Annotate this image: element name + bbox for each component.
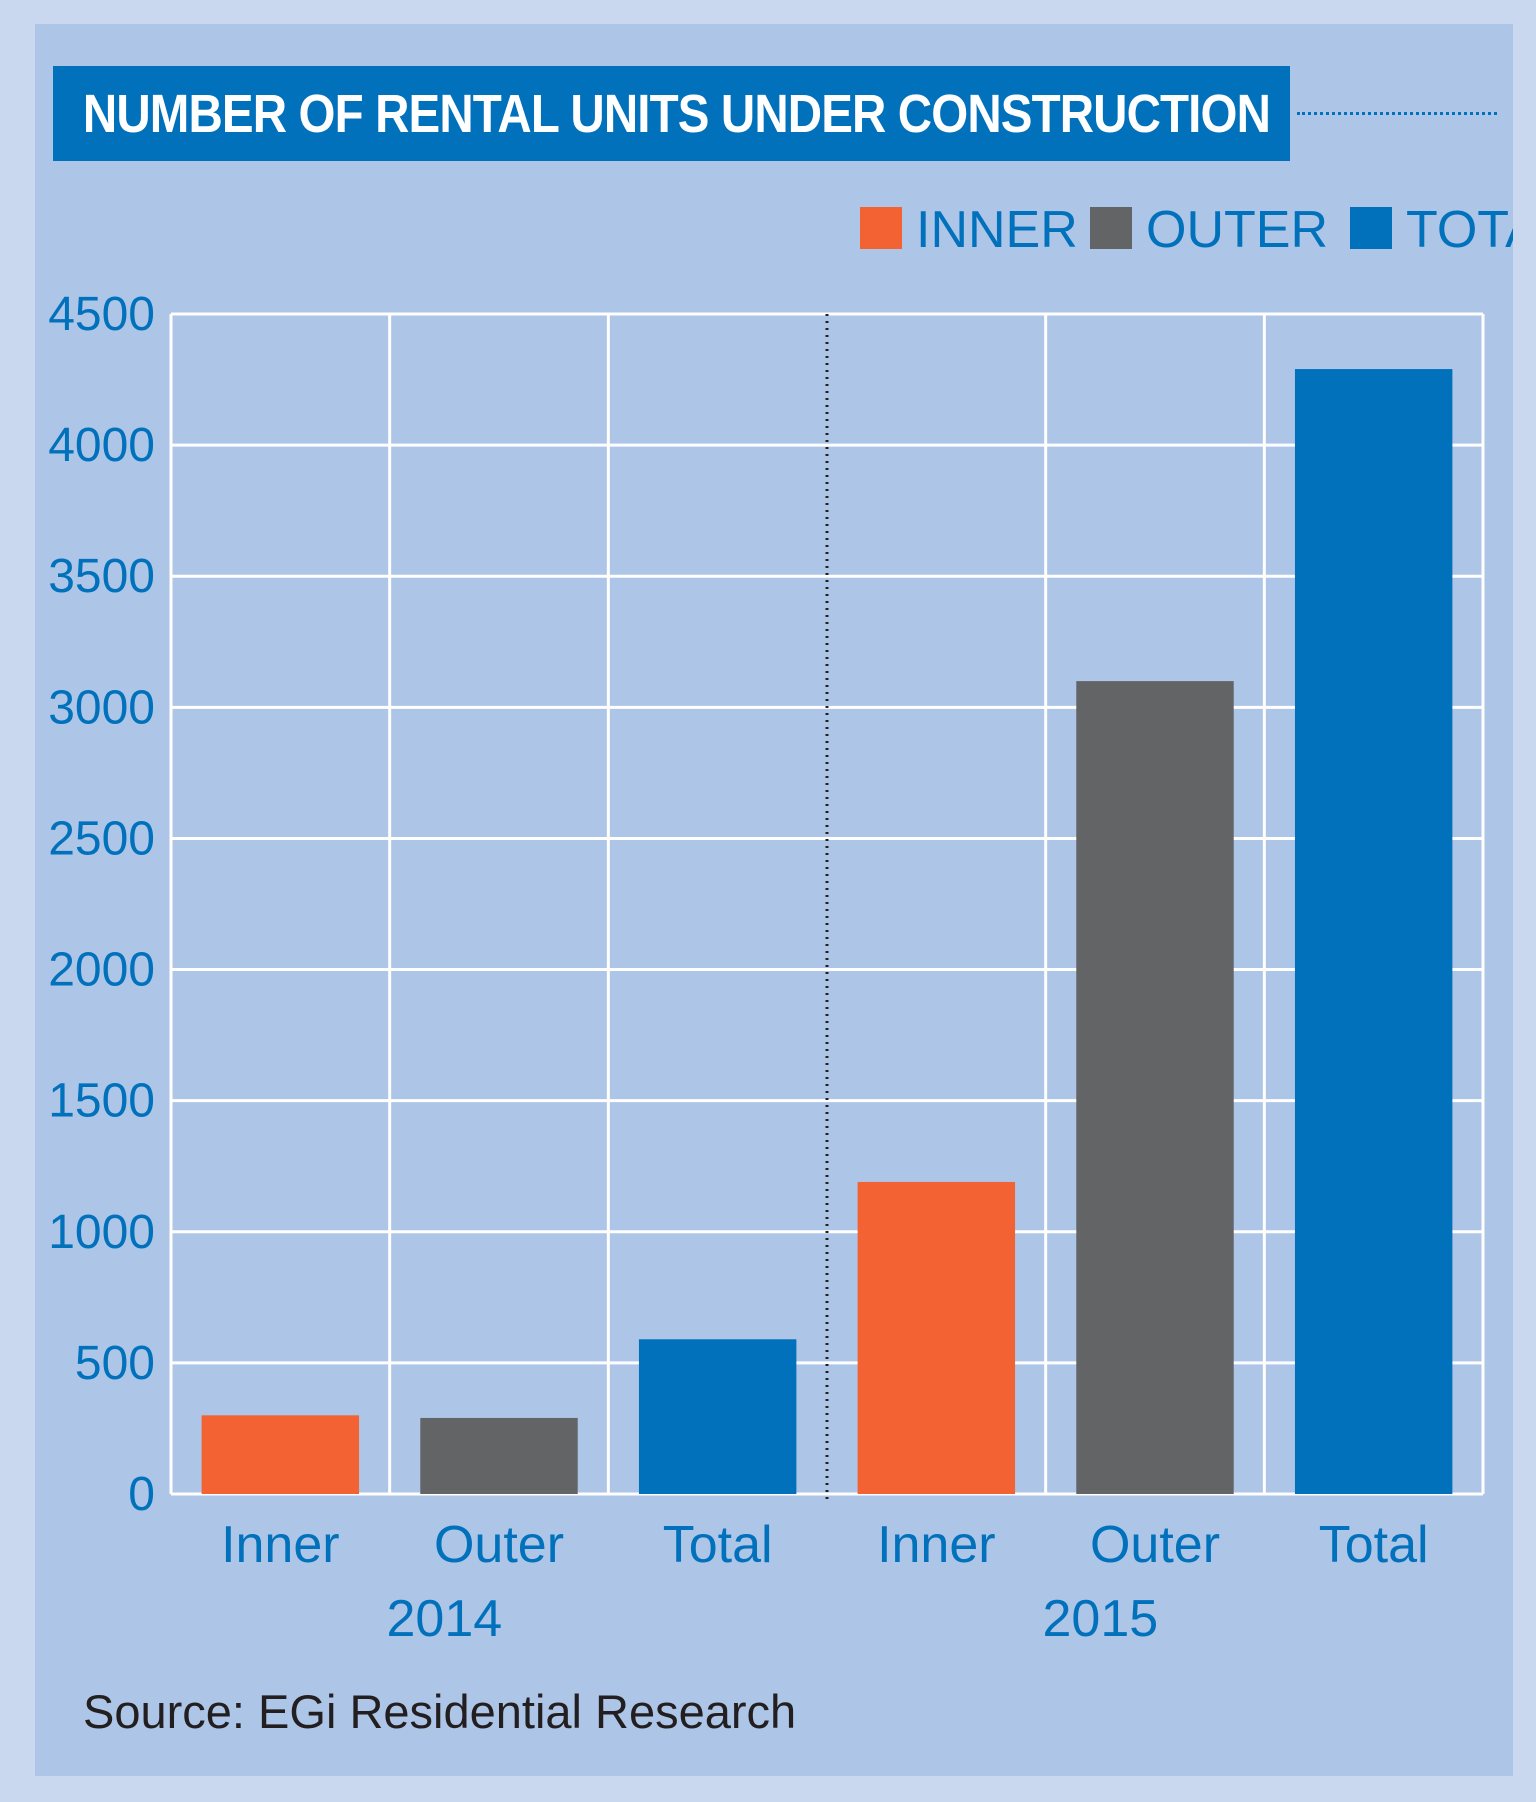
bar-2014-total — [638, 1339, 797, 1494]
bar-2015-outer — [1076, 681, 1234, 1494]
y-tick-label: 4000 — [48, 419, 155, 472]
y-tick-label: 1500 — [48, 1075, 155, 1128]
x-category-label: Total — [1319, 1516, 1429, 1574]
title-dotted-rule — [1297, 112, 1497, 115]
y-tick-label: 1000 — [48, 1206, 155, 1259]
x-group-label: 2014 — [386, 1590, 502, 1648]
chart-panel: NUMBER OF RENTAL UNITS UNDER CONSTRUCTIO… — [35, 24, 1513, 1776]
bar-2015-total — [1294, 369, 1453, 1495]
x-category-label: Total — [663, 1516, 773, 1574]
y-tick-label: 4500 — [48, 288, 155, 341]
bar-2014-outer — [420, 1417, 578, 1494]
source-note: Source: EGi Residential Research — [83, 1685, 797, 1738]
y-tick-label: 3500 — [48, 550, 155, 603]
x-category-label: Outer — [1090, 1516, 1220, 1574]
legend-swatch-total — [1350, 207, 1392, 249]
y-tick-label: 500 — [75, 1337, 155, 1390]
bar-2014-inner — [201, 1415, 360, 1494]
y-tick-label: 0 — [128, 1468, 155, 1521]
chart-title: NUMBER OF RENTAL UNITS UNDER CONSTRUCTIO… — [82, 83, 1271, 144]
legend-swatch-inner — [860, 207, 902, 249]
title-banner: NUMBER OF RENTAL UNITS UNDER CONSTRUCTIO… — [53, 66, 1290, 161]
y-tick-label: 3000 — [48, 681, 155, 734]
y-tick-label: 2500 — [48, 812, 155, 865]
bar-chart: 0 500 1000 1500 2000 2500 3000 3500 4000 4500 Inne… — [48, 201, 1513, 1648]
x-category-label: Inner — [221, 1516, 340, 1574]
legend-label-inner: INNER — [916, 201, 1078, 259]
legend-label-outer: OUTER — [1146, 201, 1328, 259]
bar-2015-inner — [857, 1181, 1016, 1494]
legend-swatch-outer — [1090, 207, 1132, 249]
legend-label-total: TOTAL — [1406, 201, 1513, 259]
y-tick-label: 2000 — [48, 944, 155, 997]
x-category-label: Inner — [877, 1516, 996, 1574]
x-group-label: 2015 — [1042, 1590, 1158, 1648]
x-category-label: Outer — [434, 1516, 564, 1574]
